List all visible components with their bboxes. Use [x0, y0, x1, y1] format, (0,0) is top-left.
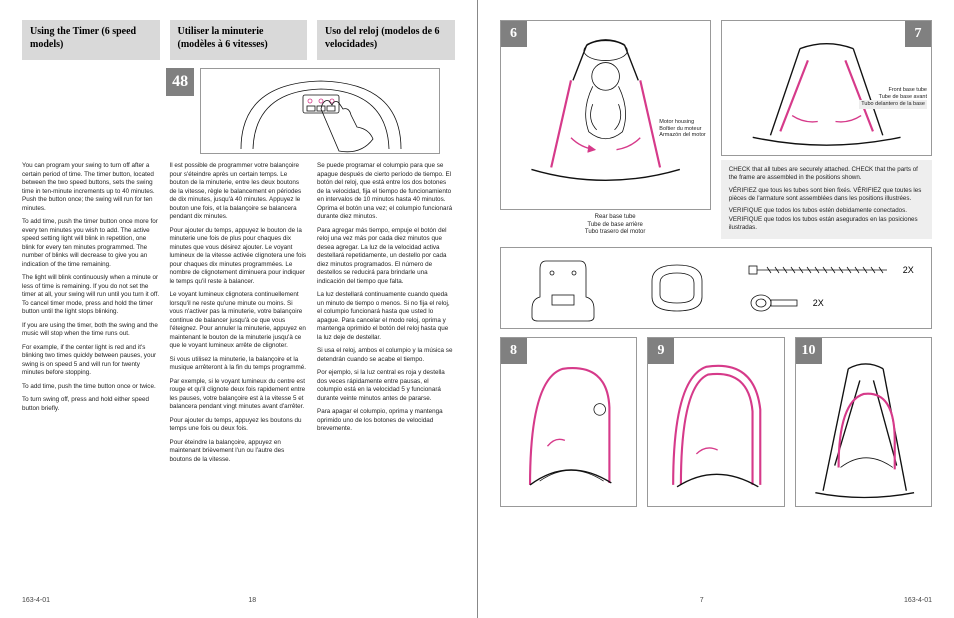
panel-6: 6: [500, 20, 711, 210]
para: Para apagar el columpio, oprima y manten…: [317, 408, 455, 434]
label-front-fr: Tube de base avant: [859, 94, 927, 101]
top-panel-row: 6: [500, 20, 933, 239]
header-en: Using the Timer (6 speed models): [22, 20, 160, 60]
panel-10-badge: 10: [796, 338, 822, 364]
left-page: Using the Timer (6 speed models) Utilise…: [0, 0, 477, 618]
label-rear-es: Tubo trasero del motor: [520, 229, 711, 237]
para: Pour ajouter du temps, appuyez le bouton…: [170, 227, 308, 287]
label-rear-fr: Tube de base arrière: [520, 222, 711, 230]
hardware-panel: 2X 2X: [500, 247, 933, 329]
figure-row: 48: [22, 68, 455, 154]
check-en: CHECK that all tubes are securely attach…: [729, 166, 924, 183]
para: Pour éteindre la balançoire, appuyez en …: [170, 439, 308, 465]
panel-10: 10: [795, 337, 933, 507]
knob-icon: [747, 293, 807, 313]
para: Par exemple, si le voyant lumineux du ce…: [170, 378, 308, 412]
para: If you are using the timer, both the swi…: [22, 322, 160, 339]
panel-9-badge: 9: [648, 338, 674, 364]
para: Se puede programar el columpio para que …: [317, 162, 455, 222]
para: You can program your swing to turn off a…: [22, 162, 160, 213]
check-fr: VÉRIFIEZ que tous les tubes sont bien fi…: [729, 187, 924, 204]
para: To add time, push the time button once o…: [22, 383, 160, 392]
para: Il est possible de programmer votre bala…: [170, 162, 308, 222]
column-es: Se puede programar el columpio para que …: [317, 162, 455, 593]
page-spread: Using the Timer (6 speed models) Utilise…: [0, 0, 954, 618]
seat-pad-icon: [518, 253, 608, 323]
para: To turn swing off, press and hold either…: [22, 396, 160, 413]
screw-icon: [747, 263, 897, 277]
para: Para agregar más tiempo, empuje el botón…: [317, 227, 455, 287]
label-front-en: Front base tube: [859, 87, 927, 94]
para: Le voyant lumineux clignotera continuell…: [170, 291, 308, 351]
step-number-badge: 48: [166, 68, 194, 96]
para: La luz destellará continuamente cuando q…: [317, 291, 455, 342]
para: To add time, push the timer button once …: [22, 218, 160, 269]
label-motor-es: Armazón del motor: [659, 132, 705, 139]
bottom-panel-row: 8 9: [500, 337, 933, 507]
qty-label: 2X: [813, 298, 824, 308]
label-rear-en: Rear base tube: [520, 214, 711, 222]
para: Si vous utilisez la minuterie, la balanç…: [170, 356, 308, 373]
right-page: 6: [478, 0, 954, 618]
panel-7-badge: 7: [905, 21, 931, 47]
header-es: Uso del reloj (modelos de 6 velocidades): [317, 20, 455, 60]
panel-6-badge: 6: [501, 21, 527, 47]
qty-label: 2X: [903, 265, 914, 275]
timer-diagram: [200, 68, 440, 154]
panel-8-badge: 8: [501, 338, 527, 364]
para: Pour ajouter du temps, appuyez les bouto…: [170, 417, 308, 434]
panel-7: 7 Front base tube: [721, 20, 932, 156]
tray-icon: [642, 253, 712, 323]
label-motor-fr: Boîtier du moteur: [659, 126, 705, 133]
para: For example, if the center light is red …: [22, 344, 160, 378]
label-motor-en: Motor housing: [659, 119, 705, 126]
right-footer: 7 163-4-01: [500, 597, 933, 604]
doc-code: 163-4-01: [22, 597, 50, 604]
check-note: CHECK that all tubes are securely attach…: [721, 160, 932, 239]
page-number: 7: [700, 597, 704, 604]
header-fr: Utiliser la minuterie (modèles à 6 vites…: [170, 20, 308, 60]
column-en: You can program your swing to turn off a…: [22, 162, 160, 593]
para: Por ejemplo, si la luz central es roja y…: [317, 369, 455, 403]
para: Si usa el reloj, ambos el columpio y la …: [317, 347, 455, 364]
page-number: 18: [248, 597, 256, 604]
column-fr: Il est possible de programmer votre bala…: [170, 162, 308, 593]
panel-8: 8: [500, 337, 638, 507]
check-es: VERIFIQUE que todos los tubos estén debi…: [729, 207, 924, 232]
doc-code: 163-4-01: [904, 597, 932, 604]
left-footer: 163-4-01 18: [22, 597, 455, 604]
panel-9: 9: [647, 337, 785, 507]
label-front-es: Tubo delantero de la base: [859, 100, 927, 109]
para: The light will blink continuously when a…: [22, 274, 160, 317]
section-headers: Using the Timer (6 speed models) Utilise…: [22, 20, 455, 60]
body-columns: You can program your swing to turn off a…: [22, 162, 455, 593]
